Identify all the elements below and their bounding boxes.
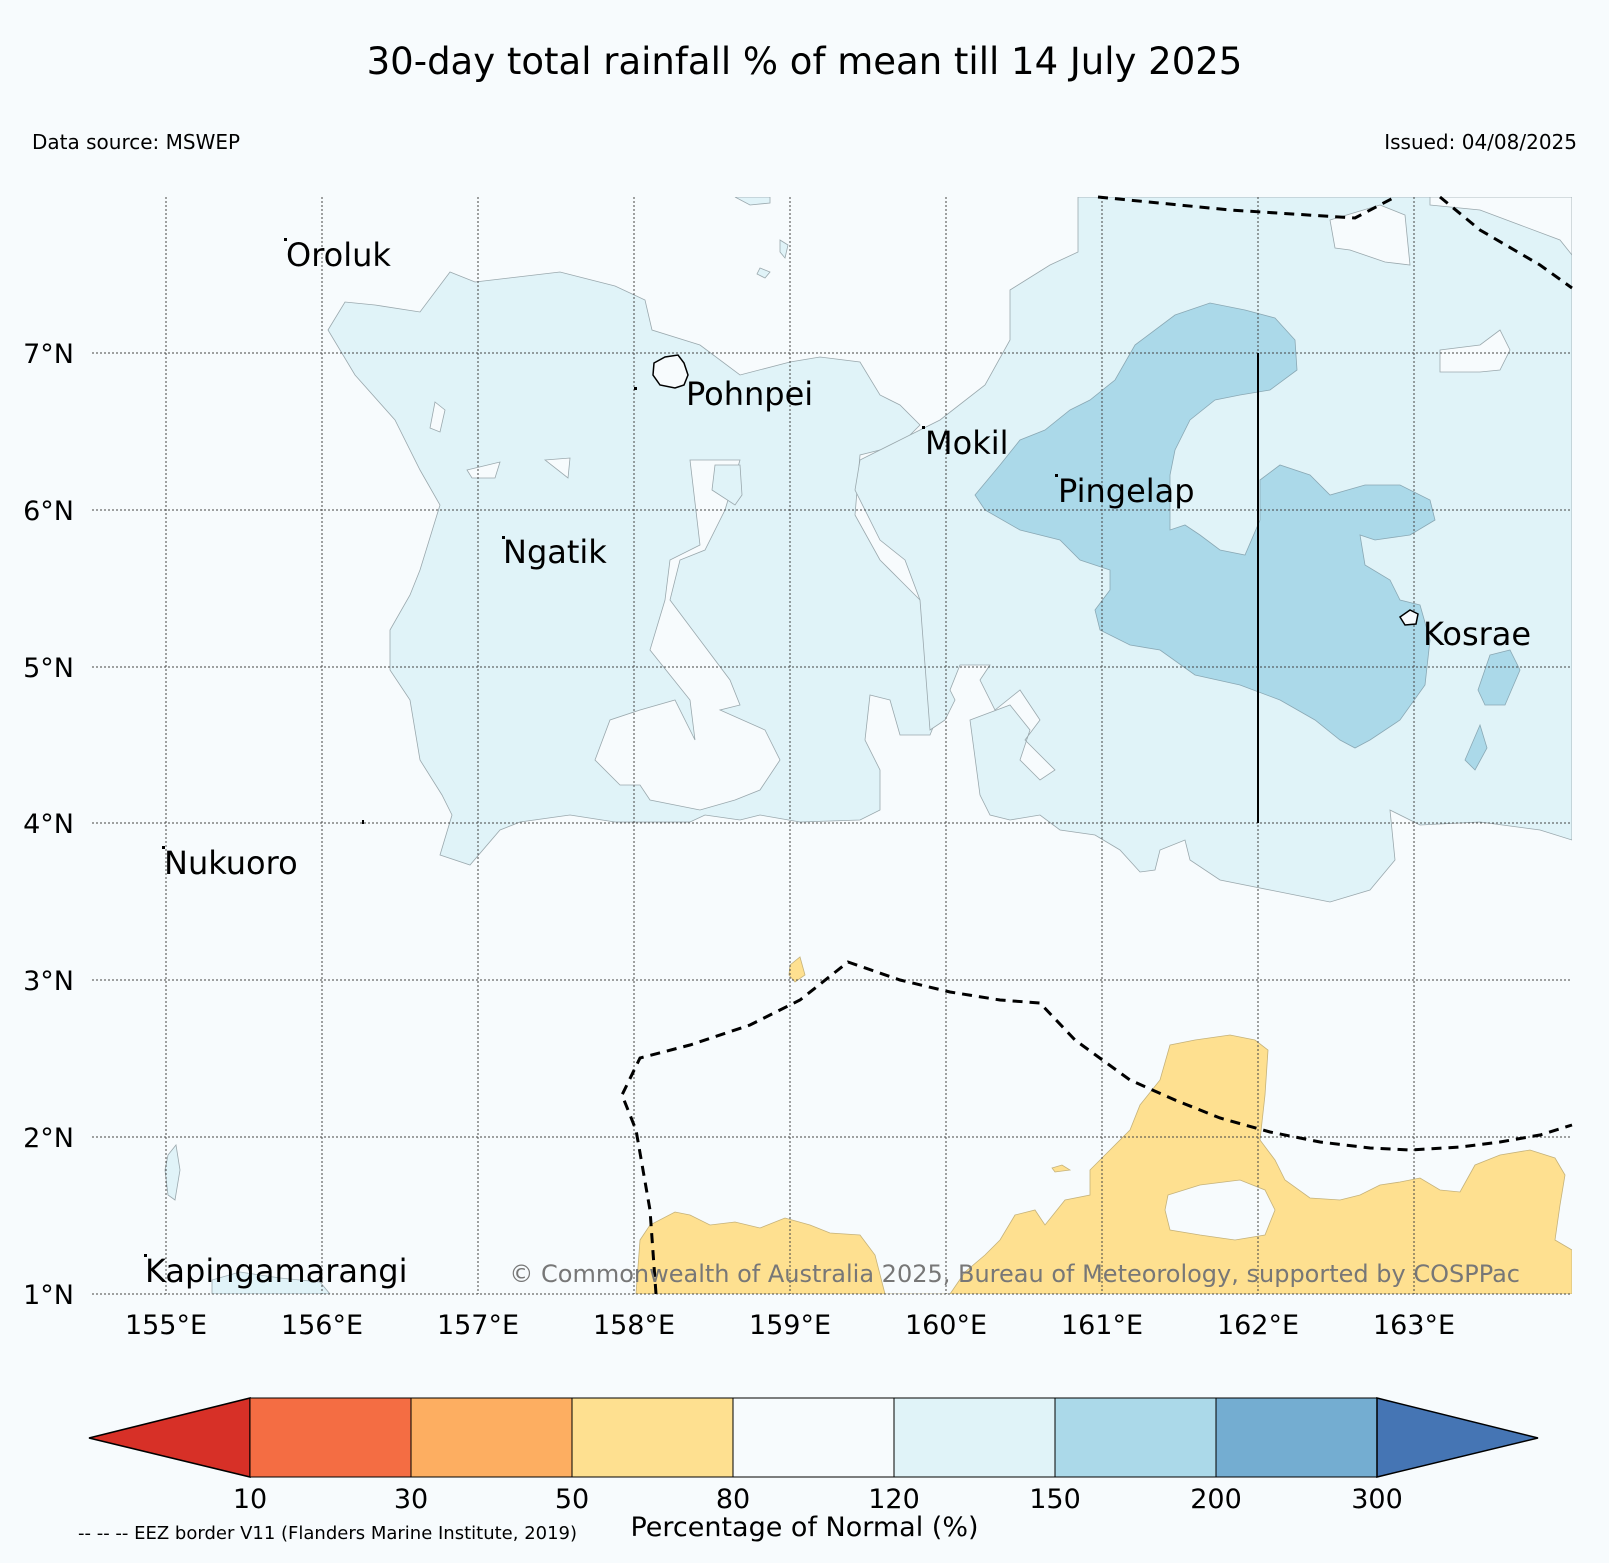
place-label-pohnpei: Pohnpei	[686, 375, 813, 413]
map-title: 30-day total rainfall % of mean till 14 …	[366, 40, 1243, 83]
colorbar-tick-80: 80	[716, 1484, 750, 1515]
colorbar	[88, 1397, 1539, 1478]
pohnpei-island	[652, 354, 689, 389]
place-label-kapingamarangi: Kapingamarangi	[145, 1252, 407, 1290]
anomaly-hole-west-5	[711, 464, 743, 506]
lon-label-160e: 160°E	[905, 1310, 987, 1341]
place-label-kosrae: Kosrae	[1423, 615, 1531, 653]
place-label-ngatik: Ngatik	[503, 533, 607, 571]
colorbar-bin-30-50	[410, 1397, 573, 1478]
lon-label-155e: 155°E	[125, 1310, 207, 1341]
lon-label-162e: 162°E	[1217, 1310, 1299, 1341]
colorbar-extend-low	[88, 1397, 251, 1478]
lon-label-156e: 156°E	[281, 1310, 363, 1341]
anomaly-spot-4	[779, 239, 789, 259]
anomaly-hole-west-3	[543, 457, 571, 479]
lon-label-161e: 161°E	[1061, 1310, 1143, 1341]
place-label-nukuoro: Nukuoro	[164, 844, 298, 882]
lat-label-1n: 1°N	[23, 1280, 74, 1311]
data-source: Data source: MSWEP	[32, 130, 241, 154]
anomaly-region-150-200-2	[1477, 649, 1521, 706]
eez-borders	[620, 195, 1573, 1295]
place-label-pingelap: Pingelap	[1058, 472, 1195, 510]
anomaly-hole-south-1	[1164, 1179, 1276, 1241]
colorbar-bin-200-300	[1215, 1397, 1378, 1478]
kosrae-island	[1398, 609, 1419, 626]
lat-label-4n: 4°N	[23, 809, 74, 840]
copyright-notice: © Commonwealth of Australia 2025, Bureau…	[509, 1260, 1520, 1288]
anomaly-spot-yellow-1	[788, 956, 806, 983]
lat-label-3n: 3°N	[23, 966, 74, 997]
lat-label-7n: 7°N	[23, 339, 74, 370]
eez-footnote: -- -- -- EEZ border V11 (Flanders Marine…	[78, 1523, 578, 1544]
lat-label-5n: 5°N	[23, 653, 74, 684]
anomaly-spot-1	[164, 1144, 181, 1201]
colorbar-tick-30: 30	[394, 1484, 428, 1515]
anomaly-region-150-200-3	[1464, 723, 1488, 771]
colorbar-bin-50-80	[571, 1397, 734, 1478]
colorbar-bin-150-200	[1054, 1397, 1217, 1478]
place-label-oroluk: Oroluk	[286, 236, 391, 274]
colorbar-bin-10-30	[249, 1397, 412, 1478]
anomaly-hole-east-2	[1429, 197, 1572, 256]
colorbar-extend-high	[1376, 1397, 1539, 1478]
anomaly-hole-west-4	[429, 401, 446, 433]
issued-date: Issued: 04/08/2025	[1384, 130, 1577, 154]
colorbar-bin-80-120	[732, 1397, 895, 1478]
colorbar-tick-200: 200	[1190, 1484, 1242, 1515]
lat-label-6n: 6°N	[23, 496, 74, 527]
colorbar-label: Percentage of Normal (%)	[630, 1512, 979, 1543]
colorbar-tick-120: 120	[868, 1484, 920, 1515]
colorbar-tick-50: 50	[555, 1484, 589, 1515]
lat-label-2n: 2°N	[23, 1123, 74, 1154]
lon-label-158e: 158°E	[593, 1310, 675, 1341]
lon-label-159e: 159°E	[749, 1310, 831, 1341]
anomaly-region-120-150-west	[327, 271, 956, 866]
anomaly-hole-east-3	[1439, 329, 1511, 373]
anomaly-hole-west-2	[466, 461, 501, 479]
colorbar-tick-300: 300	[1351, 1484, 1403, 1515]
anomaly-hole-west-1	[594, 459, 781, 811]
atoll-markers	[144, 238, 1058, 1257]
place-label-mokil: Mokil	[925, 424, 1009, 462]
colorbar-tick-10: 10	[233, 1484, 267, 1515]
anomaly-spot-2	[211, 1271, 331, 1294]
lon-label-163e: 163°E	[1373, 1310, 1455, 1341]
anomaly-region-150-200	[974, 302, 1436, 749]
lat-gridlines	[92, 352, 1572, 1295]
anomaly-region-50-80-south	[635, 1034, 1572, 1294]
anomaly-spot-5	[756, 267, 771, 279]
colorbar-tick-150: 150	[1029, 1484, 1081, 1515]
anomaly-spot-yellow-2	[1051, 1164, 1072, 1173]
anomaly-spot-3	[734, 197, 771, 206]
anomaly-hole-east-1	[1329, 204, 1411, 266]
colorbar-bin-120-150	[893, 1397, 1056, 1478]
lon-label-157e: 157°E	[437, 1310, 519, 1341]
